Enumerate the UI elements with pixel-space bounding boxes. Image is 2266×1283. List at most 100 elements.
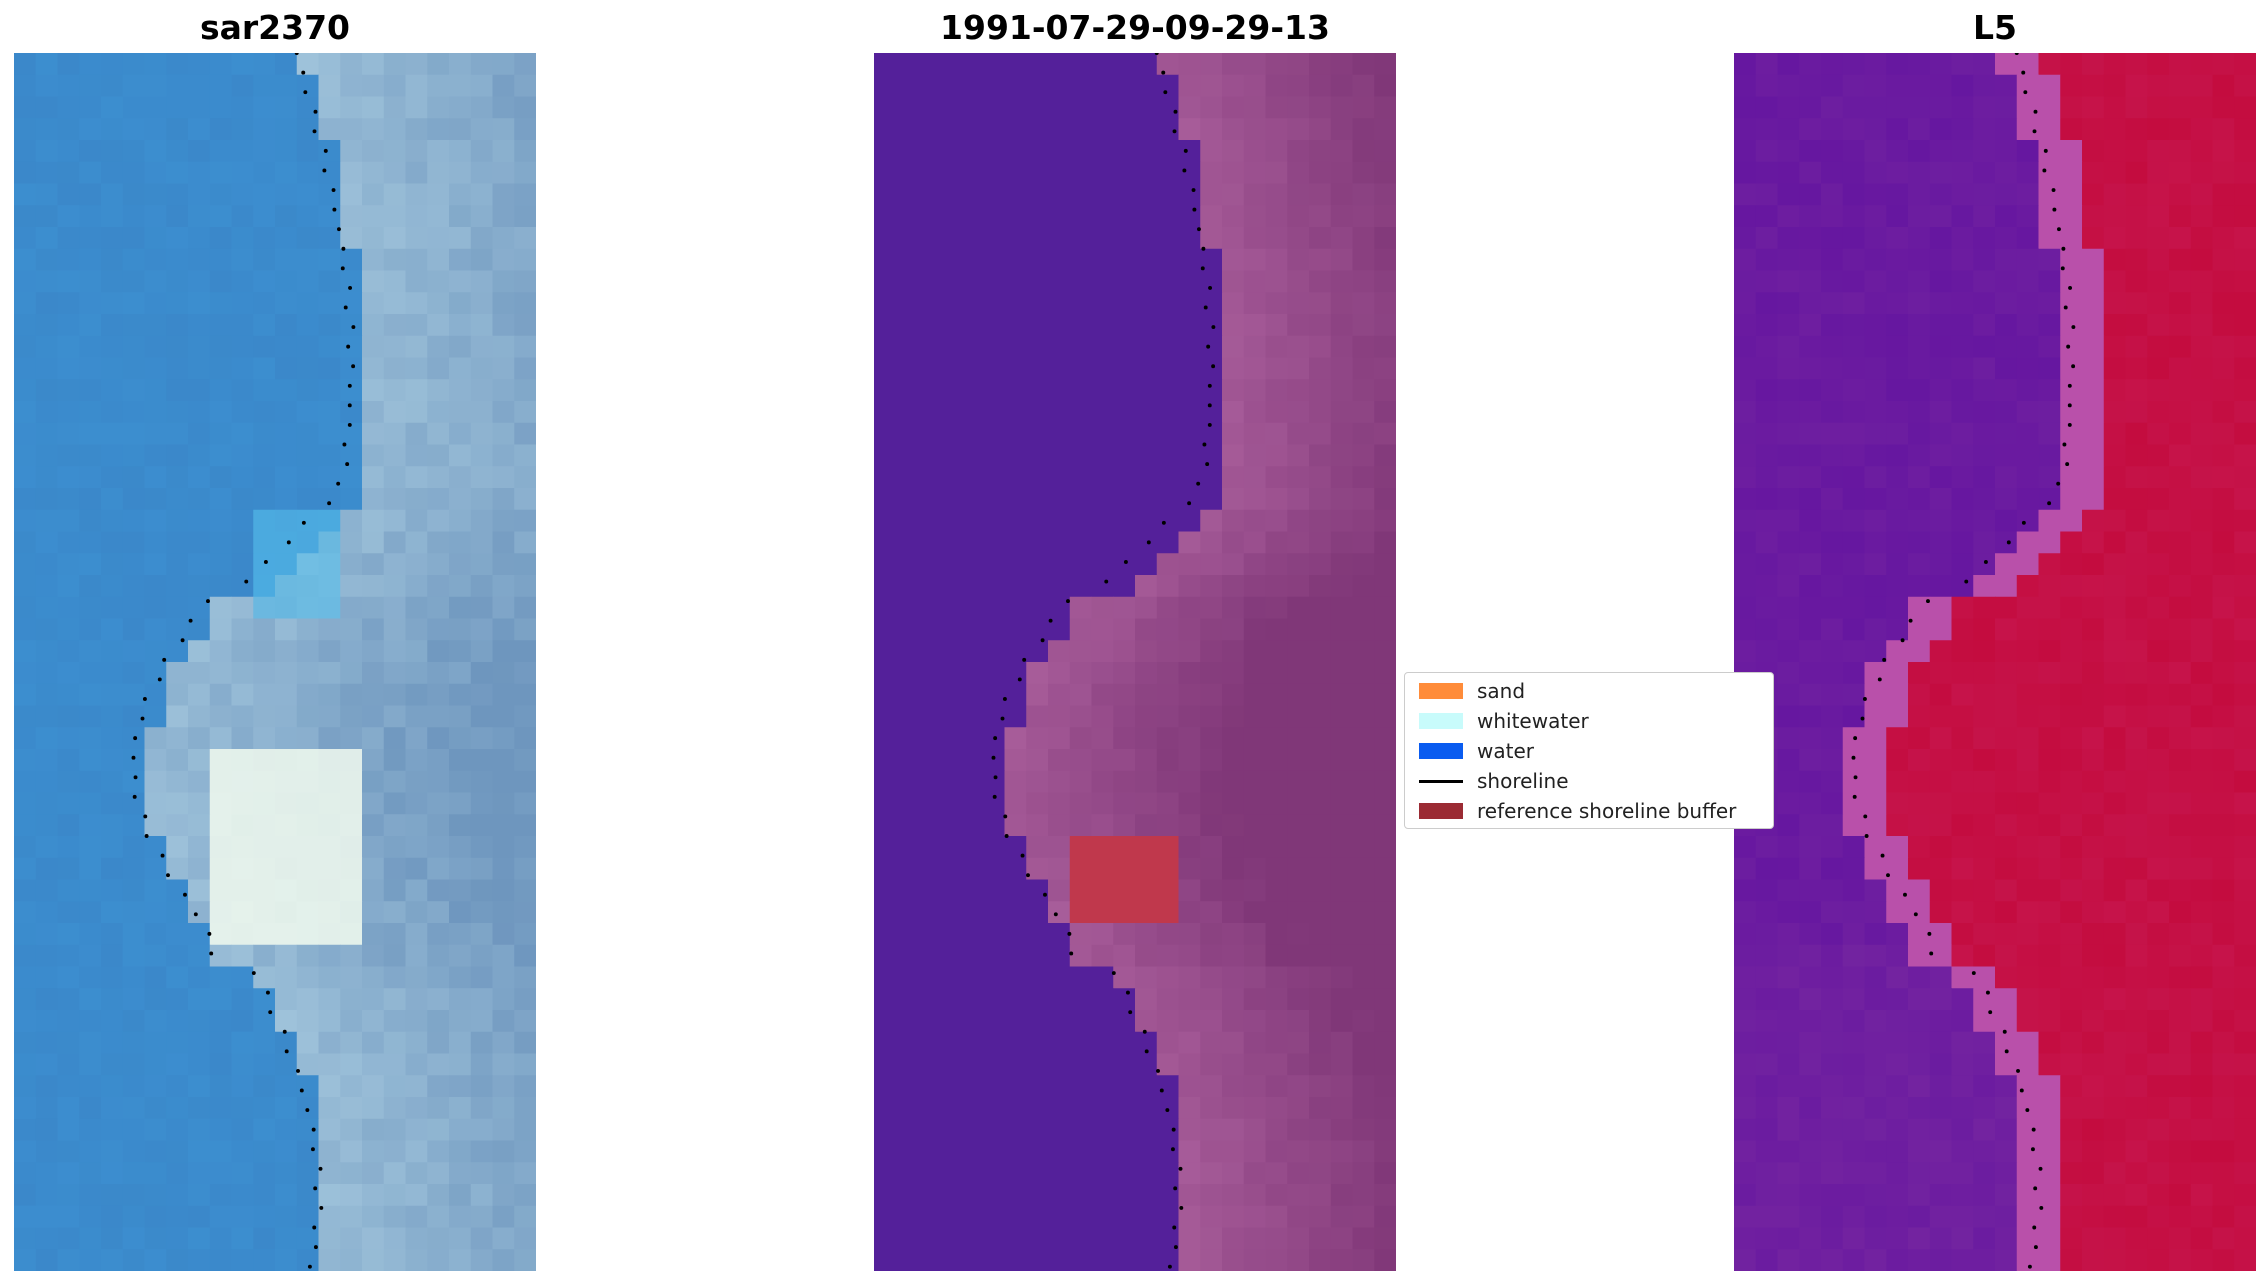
image-pixel [2234,966,2256,989]
image-pixel [1069,1097,1092,1120]
image-pixel [449,836,472,859]
image-pixel [1734,357,1757,380]
shoreline-point [133,775,138,780]
image-pixel [362,662,385,685]
image-pixel [209,901,232,924]
image-pixel [275,596,298,619]
image-pixel [1734,1205,1757,1228]
image-pixel [874,205,897,228]
image-pixel [1352,183,1375,206]
image-pixel [1886,944,1909,967]
image-pixel [470,749,493,772]
image-pixel [895,466,918,489]
image-pixel [79,879,102,902]
image-pixel [2190,683,2213,706]
image-pixel [470,118,493,141]
image-pixel [122,1118,145,1141]
image-pixel [188,1184,211,1207]
image-pixel [253,966,276,989]
image-pixel [35,727,58,750]
image-pixel [1091,227,1114,250]
image-pixel [253,53,276,76]
image-pixel [917,814,940,837]
image-pixel [1178,749,1201,772]
image-pixel [1026,857,1049,880]
image-pixel [1973,1227,1996,1250]
image-pixel [1309,944,1332,967]
shoreline-point [1156,1068,1160,1073]
image-pixel [917,553,940,576]
image-pixel [449,183,472,206]
image-pixel [2060,988,2083,1011]
image-pixel [1156,988,1179,1011]
image-pixel [340,944,363,967]
image-pixel [296,118,319,141]
image-pixel [1243,96,1266,119]
image-pixel [492,901,515,924]
image-pixel [1330,705,1353,728]
image-pixel [1951,792,1974,815]
image-pixel [1330,1162,1353,1185]
image-pixel [982,944,1005,967]
legend-label-reference-buffer: reference shoreline buffer [1477,799,1737,823]
image-pixel [1265,531,1288,554]
image-pixel [1777,1140,1800,1163]
image-pixel [318,118,341,141]
image-pixel [1135,531,1158,554]
image-pixel [939,1053,962,1076]
image-pixel [122,1140,145,1163]
image-pixel [1200,618,1223,641]
image-pixel [2190,379,2213,402]
image-pixel [1178,335,1201,358]
image-pixel [1113,53,1136,76]
image-pixel [1048,1053,1071,1076]
image-pixel [2125,1053,2148,1076]
image-pixel [1004,1205,1027,1228]
image-pixel [35,531,58,554]
image-pixel [405,466,428,489]
image-pixel [231,227,254,250]
image-pixel [1004,1118,1027,1141]
image-pixel [1178,966,1201,989]
image-pixel [1951,618,1974,641]
image-pixel [492,705,515,728]
image-pixel [961,596,984,619]
image-pixel [1973,314,1996,337]
image-pixel [318,575,341,598]
image-pixel [1352,1227,1375,1250]
image-pixel [2190,1053,2213,1076]
image-pixel [2103,161,2126,184]
image-pixel [1222,531,1245,554]
image-pixel [1048,923,1071,946]
image-pixel [1352,1097,1375,1120]
image-pixel [1799,923,1822,946]
image-pixel [1330,944,1353,967]
image-pixel [1200,1227,1223,1250]
image-pixel [231,683,254,706]
image-pixel [188,1097,211,1120]
image-pixel [2212,1075,2235,1098]
image-pixel [1309,292,1332,315]
image-pixel [1374,1097,1396,1120]
image-pixel [340,1075,363,1098]
image-pixel [362,705,385,728]
image-pixel [2038,270,2061,293]
image-pixel [1200,683,1223,706]
image-pixel [1951,944,1974,967]
image-pixel [362,553,385,576]
image-pixel [2190,488,2213,511]
image-pixel [1026,292,1049,315]
image-pixel [939,466,962,489]
image-pixel [982,879,1005,902]
image-pixel [1755,944,1778,967]
image-pixel [2103,96,2126,119]
image-pixel [1048,1118,1071,1141]
image-pixel [1200,118,1223,141]
image-pixel [1799,53,1822,76]
image-pixel [2169,618,2192,641]
image-pixel [2016,96,2039,119]
image-pixel [296,1118,319,1141]
image-pixel [188,1227,211,1250]
image-pixel [231,444,254,467]
image-pixel [470,966,493,989]
